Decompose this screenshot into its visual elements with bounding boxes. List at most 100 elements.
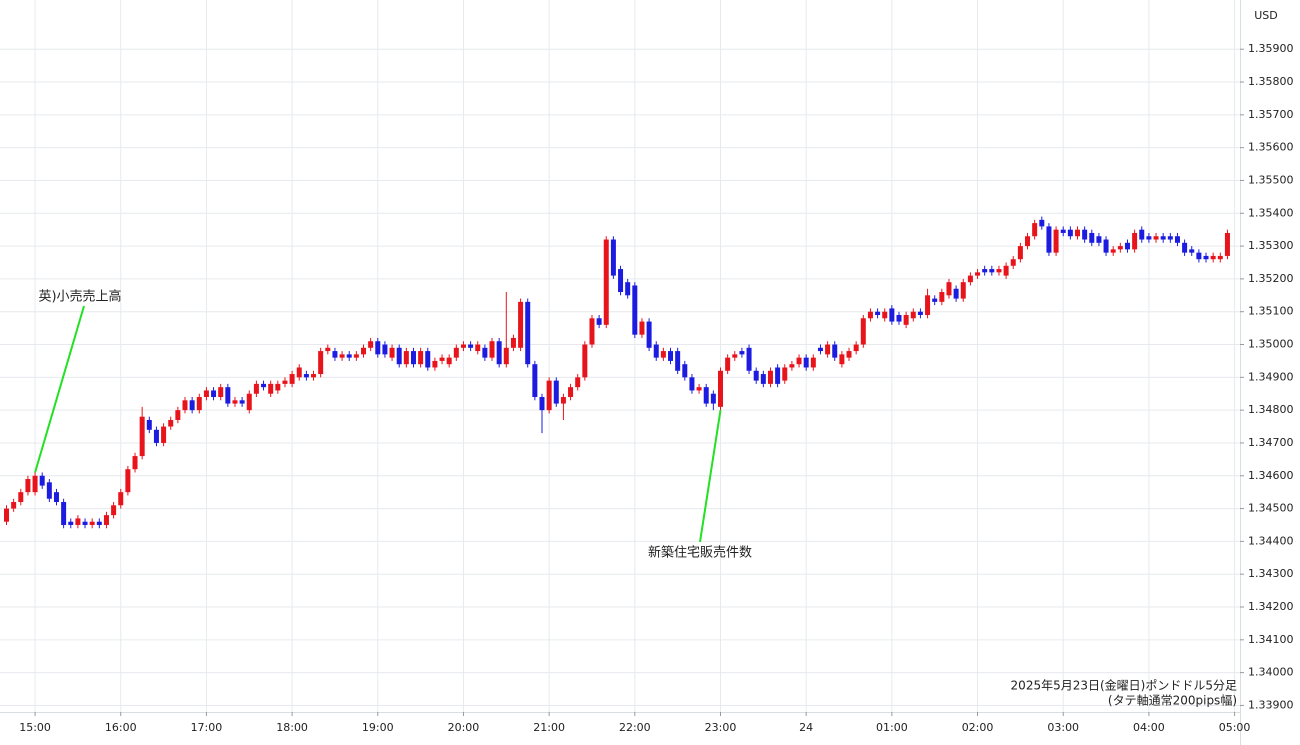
candle-body [796,357,802,365]
y-tick-label: 1.35100 [1248,305,1294,318]
candle-body [553,380,559,404]
candle-body [432,360,438,368]
candle-body [496,341,502,365]
candle-body [689,377,695,391]
candle-body [196,397,202,411]
candle-body [1046,226,1052,253]
y-tick-label: 1.34700 [1248,436,1294,449]
candle-body [1075,229,1080,237]
candle-body [596,318,602,325]
candle-body [532,364,538,398]
candle-body [639,321,645,335]
candle-body [303,374,309,378]
candle-body [11,502,17,509]
candle-body [468,344,474,348]
candle-body [960,282,966,299]
price-axis-panel [1240,0,1300,745]
candle-body [1153,236,1159,240]
candle-body [1210,255,1216,260]
candle-body [289,374,295,384]
candle-body [25,479,31,493]
y-tick-label: 1.34000 [1248,666,1294,679]
candle-body [182,400,188,411]
x-tick-label: 16:00 [105,721,137,734]
candle-body [125,469,131,493]
y-tick-label: 1.35500 [1248,173,1294,186]
axes: 1.33900 1.34000 1.34100 1.34200 1.34300 1.344… [19,42,1293,734]
annotation-line [699,409,722,543]
candle-body [560,397,566,404]
candle-body [1167,236,1173,240]
candle-body [810,357,816,368]
annotation-text: 新築住宅販売件数 [648,545,752,561]
candle-body [589,318,595,345]
candle-body [846,351,852,358]
candle-body [460,344,466,348]
candle-body [211,390,217,398]
y-tick-label: 1.34200 [1248,600,1294,613]
x-tick-label: 19:00 [362,721,394,734]
candle-body [382,344,388,355]
candle-body [610,239,616,276]
candle-body [882,311,888,319]
candle-body [703,387,709,404]
candle-body [1025,236,1031,247]
candle-body [903,314,909,325]
candle-body [132,456,138,470]
candle-body [910,311,916,319]
candle-body [539,397,545,411]
candle-body [489,341,495,358]
x-tick-label: 02:00 [962,721,994,734]
candle-body [632,285,638,335]
candle-body [853,344,859,352]
candle-body [1196,252,1202,260]
candle-body [860,318,866,345]
candle-body [232,400,238,404]
candle-body [146,419,152,430]
candle-body [525,301,531,365]
candle-body [111,505,117,516]
candle-body [453,347,459,358]
candle-body [175,410,181,420]
candle-body [789,364,795,368]
candle-body [660,351,666,358]
candle-body [103,515,109,525]
candle-body [446,357,452,365]
candle-body [696,387,702,391]
candle-body [1096,236,1102,243]
candle-body [953,288,959,299]
candle-body [46,482,52,499]
candle-body [403,351,409,365]
x-tick-label: 17:00 [191,721,223,734]
candle-body [896,314,902,322]
candle-body [368,341,374,348]
candle-body [917,311,923,315]
candle-body [361,347,366,355]
x-tick-label: 15:00 [19,721,51,734]
candle-body [396,347,402,365]
y-tick-label: 1.35200 [1248,272,1294,285]
x-tick-label: 21:00 [533,721,565,734]
candle-body [139,416,145,457]
annotation-text: 英)小売売上高 [38,289,121,305]
candle-body [1039,219,1045,227]
candle-body [161,426,167,443]
candle-body [218,387,224,398]
candle-body [1089,232,1095,243]
candle-body [1203,255,1209,260]
candle-body [39,475,45,486]
candle-body [867,311,873,319]
candle-body [203,390,209,398]
candle-body [646,321,652,348]
candle-body [425,351,431,368]
candle-body [32,475,38,493]
candle-body [1124,242,1130,250]
candle-body [1082,229,1088,240]
x-tick-label: 18:00 [276,721,308,734]
candle-body [53,492,59,503]
candle-body [1182,242,1188,253]
candle-body [753,370,759,381]
candle-body [89,521,95,525]
